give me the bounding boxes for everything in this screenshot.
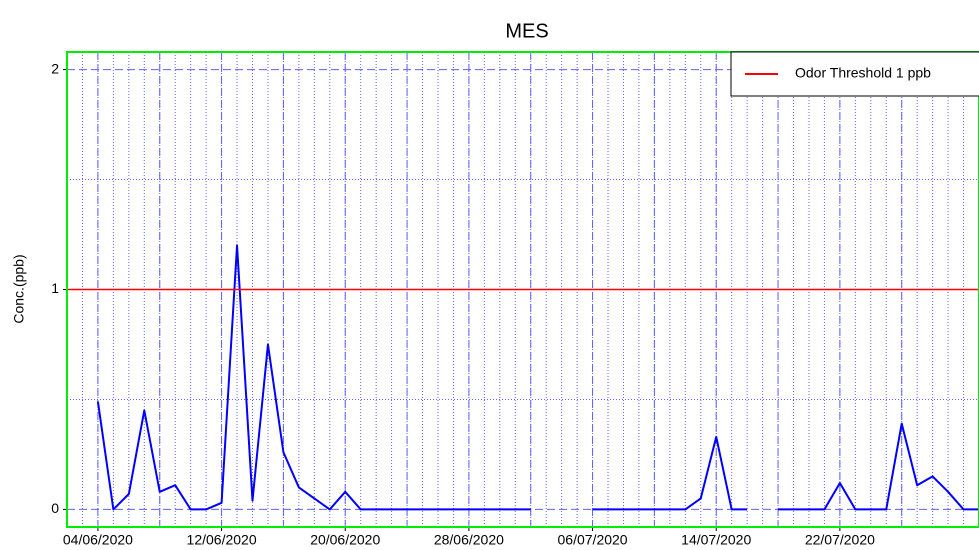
x-tick-label: 04/06/2020 (63, 532, 133, 548)
x-tick-label: 06/07/2020 (558, 532, 628, 548)
y-tick-label: 0 (51, 500, 59, 516)
y-tick-label: 1 (51, 280, 59, 296)
y-tick-label: 2 (51, 60, 59, 76)
x-tick-label: 12/06/2020 (187, 532, 257, 548)
chart-title: MES (505, 20, 548, 42)
x-tick-label: 28/06/2020 (434, 532, 504, 548)
x-tick-label: 20/06/2020 (310, 532, 380, 548)
data-line (96, 244, 979, 511)
legend-label: Odor Threshold 1 ppb (795, 65, 931, 81)
plot-border (66, 51, 979, 528)
x-tick-label: 22/07/2020 (805, 532, 875, 548)
y-axis-label: Conc.(ppb) (11, 254, 27, 323)
x-tick-label: 14/07/2020 (681, 532, 751, 548)
